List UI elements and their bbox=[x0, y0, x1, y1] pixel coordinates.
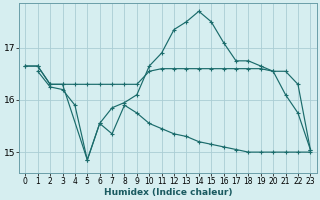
X-axis label: Humidex (Indice chaleur): Humidex (Indice chaleur) bbox=[104, 188, 232, 197]
